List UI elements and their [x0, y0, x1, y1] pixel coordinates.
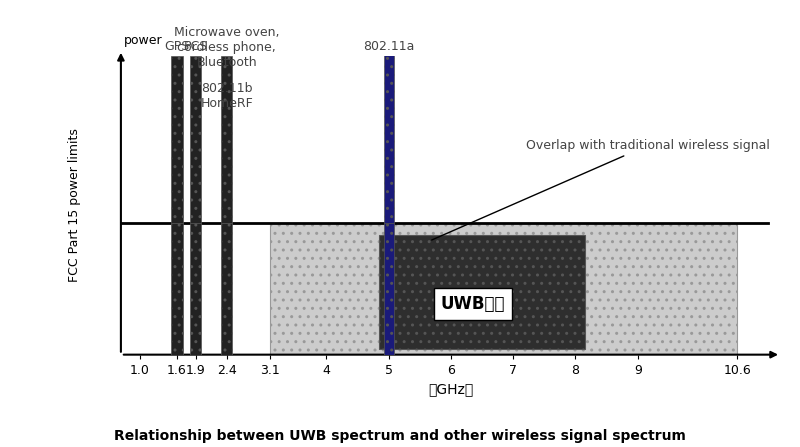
Text: GPS: GPS: [164, 40, 190, 53]
Text: PCS: PCS: [183, 40, 208, 53]
Text: power: power: [124, 34, 162, 47]
Bar: [384, 223, 394, 354]
Text: Microwave oven,
cordless phone,
Bluetooth: Microwave oven, cordless phone, Bluetoot…: [174, 26, 279, 69]
Bar: [171, 56, 182, 223]
Bar: [190, 56, 202, 223]
Bar: [190, 223, 202, 354]
Bar: [221, 223, 232, 354]
X-axis label: （GHz）: （GHz）: [428, 382, 474, 396]
Bar: [171, 223, 182, 354]
Text: FCC Part 15 power limits: FCC Part 15 power limits: [68, 128, 81, 282]
Text: 802.11b
HomeRF: 802.11b HomeRF: [200, 82, 253, 110]
Text: UWB信号: UWB信号: [441, 295, 505, 313]
Bar: [221, 56, 232, 223]
Bar: [270, 223, 738, 354]
Text: Overlap with traditional wireless signal: Overlap with traditional wireless signal: [432, 139, 770, 240]
Text: 802.11a: 802.11a: [363, 40, 414, 53]
Bar: [379, 235, 585, 349]
Text: Relationship between UWB spectrum and other wireless signal spectrum: Relationship between UWB spectrum and ot…: [114, 429, 686, 443]
Bar: [384, 8, 394, 223]
